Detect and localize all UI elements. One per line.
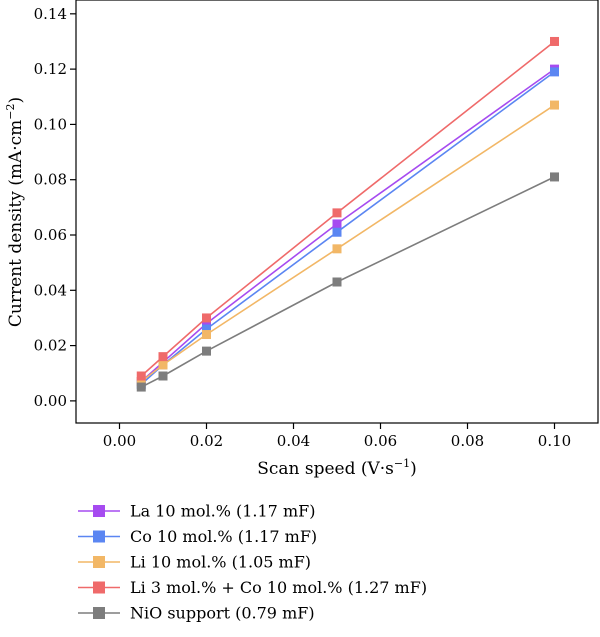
y-tick-label: 0.14 — [34, 5, 67, 23]
data-point — [332, 208, 342, 218]
data-point — [158, 360, 168, 370]
legend-item: La 10 mol.% (1.17 mF) — [78, 502, 315, 521]
series-1 — [136, 67, 559, 389]
x-tick-label: 0.00 — [103, 432, 136, 450]
y-tick-label: 0.00 — [34, 392, 67, 410]
legend-item: NiO support (0.79 mF) — [78, 604, 315, 623]
legend-marker — [93, 556, 105, 568]
legend-label: Li 3 mol.% + Co 10 mol.% (1.27 mF) — [130, 578, 427, 597]
y-tick-label: 0.10 — [34, 115, 67, 133]
y-tick-label: 0.12 — [34, 60, 67, 78]
legend-item: Li 3 mol.% + Co 10 mol.% (1.27 mF) — [78, 578, 427, 597]
y-axis-title: Current density (mA·cm−2) — [4, 97, 26, 327]
legend-marker — [93, 581, 105, 594]
data-point — [136, 382, 146, 392]
legend: La 10 mol.% (1.17 mF) Co 10 mol.% (1.17 m… — [78, 502, 427, 623]
legend-label: Li 10 mol.% (1.05 mF) — [130, 553, 311, 572]
legend-item: Li 10 mol.% (1.05 mF) — [78, 553, 311, 572]
data-point — [332, 219, 342, 229]
series-layer — [136, 36, 559, 392]
data-point — [332, 244, 342, 254]
data-point — [202, 318, 211, 328]
data-point — [202, 346, 211, 356]
data-point — [550, 100, 559, 110]
y-tick-label: 0.08 — [34, 171, 67, 189]
series-0 — [136, 64, 559, 387]
y-tick-label: 0.06 — [34, 226, 67, 244]
x-tick-label: 0.02 — [190, 432, 223, 450]
data-point — [158, 371, 168, 381]
series-line — [140, 104, 555, 383]
data-point — [202, 313, 211, 323]
series-3 — [136, 36, 559, 381]
data-point — [550, 67, 559, 77]
data-point — [332, 277, 342, 287]
y-tick-label: 0.04 — [34, 281, 67, 299]
x-axis-title: Scan speed (V·s−1) — [257, 457, 417, 479]
data-point — [202, 324, 211, 334]
x-tick-label: 0.04 — [277, 432, 310, 450]
ticks-layer: 0.00 0.02 0.04 0.06 0.08 0.10 0.00 0.02 0.04 0.06… — [34, 5, 572, 450]
data-point — [202, 330, 211, 340]
plot-frame — [75, 0, 599, 424]
data-point — [550, 36, 559, 46]
data-point — [136, 371, 146, 381]
data-point — [550, 172, 559, 182]
legend-item: Co 10 mol.% (1.17 mF) — [78, 527, 317, 546]
legend-label: La 10 mol.% (1.17 mF) — [130, 502, 315, 521]
legend-marker — [93, 607, 105, 619]
data-point — [332, 227, 342, 237]
series-4 — [136, 172, 559, 392]
legend-label: NiO support (0.79 mF) — [130, 604, 315, 623]
data-point — [136, 377, 146, 387]
y-tick-label: 0.02 — [34, 337, 67, 355]
x-tick-label: 0.08 — [451, 432, 484, 450]
data-point — [158, 352, 168, 362]
x-tick-label: 0.10 — [538, 432, 571, 450]
legend-marker — [93, 530, 105, 543]
legend-marker — [93, 505, 105, 517]
x-tick-label: 0.06 — [364, 432, 397, 450]
series-2 — [136, 100, 559, 387]
legend-label: Co 10 mol.% (1.17 mF) — [130, 527, 317, 546]
